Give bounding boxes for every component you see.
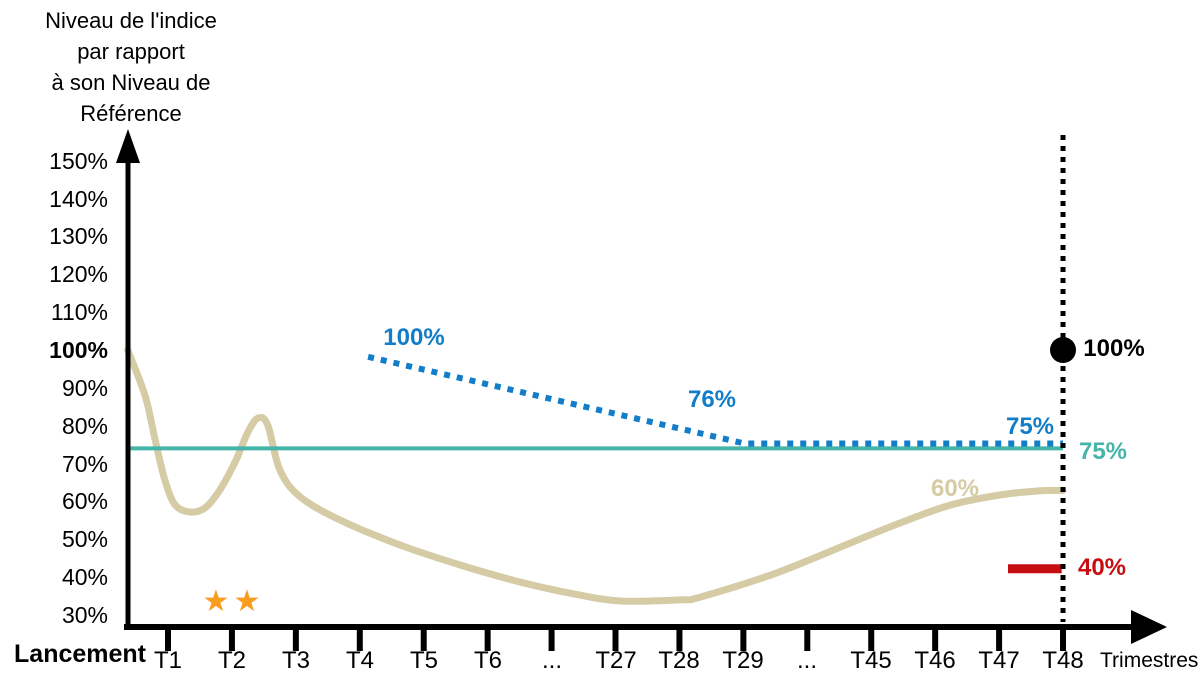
- y-axis-title-line-3: à son Niveau de: [51, 70, 211, 95]
- x-axis-arrow-icon: [1131, 610, 1167, 644]
- index-curve: [124, 346, 1067, 605]
- x-axis-label: Trimestres: [1100, 649, 1199, 672]
- y-axis-title-line-4: Référence: [80, 101, 182, 126]
- x-origin-label: Lancement: [14, 640, 146, 668]
- y-axis-arrow-icon: [116, 129, 140, 163]
- y-axis-title-line-1: Niveau de l'indice: [45, 8, 217, 33]
- y-axis-title: Niveau de l'indice par rapport à son Niv…: [8, 5, 254, 129]
- redemption-dot: [1050, 337, 1077, 363]
- y-axis-title-line-2: par rapport: [77, 39, 185, 64]
- barrier-line: [367, 353, 1063, 447]
